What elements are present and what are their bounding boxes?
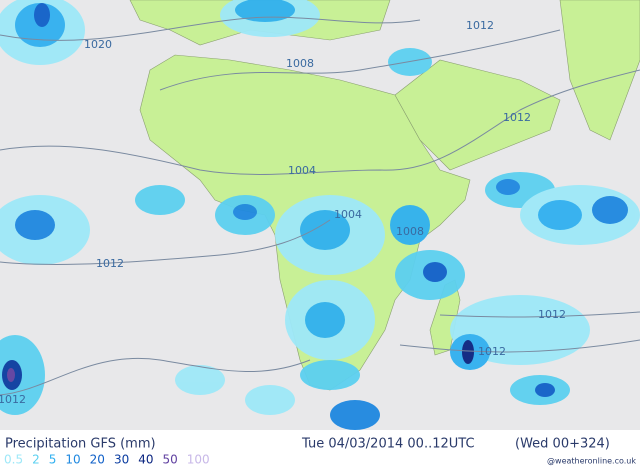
isobar-label: 1004	[334, 208, 362, 221]
isobar-label: 1012	[466, 19, 494, 32]
legend-label: 20	[90, 453, 105, 467]
legend-label: 50	[163, 453, 178, 467]
legend-label: 30	[114, 453, 129, 467]
isobar-label: 1004	[288, 164, 316, 177]
precipitation	[0, 0, 640, 430]
isobar-label: 1020	[84, 38, 112, 51]
footer	[0, 430, 640, 469]
isobar-label: 1012	[0, 393, 26, 406]
isobar-label: 1012	[503, 111, 531, 124]
isobars	[0, 16, 640, 396]
isobar-labels: 1020 1008 1012 1012 1004 1004 1008 1012 1012 1012…	[0, 19, 566, 406]
legend-label: 40	[138, 453, 153, 467]
credit: @weatheronline.co.uk	[547, 457, 636, 466]
legend: 0.5 2 5 10 20 30 40 50 100	[4, 453, 210, 467]
forecast-step: (Wed 00+324)	[515, 437, 610, 452]
isobar-label: 1012	[478, 345, 506, 358]
legend-label: 5	[49, 453, 57, 467]
legend-label: 10	[65, 453, 80, 467]
map-title: Precipitation GFS (mm)	[5, 437, 156, 452]
map: 1020 1008 1012 1012 1004 1004 1008 1012 1012 1012…	[0, 0, 640, 430]
isobar-label: 1008	[286, 57, 314, 70]
arabia	[394, 59, 561, 171]
isobar-label: 1012	[538, 308, 566, 321]
india	[559, 0, 640, 141]
legend-label: 2	[32, 453, 40, 467]
valid-time: Tue 04/03/2014 00..12UTC	[301, 437, 475, 452]
legend-label: 100	[187, 453, 210, 467]
isobar-label: 1008	[396, 225, 424, 238]
isobar-label: 1012	[96, 257, 124, 270]
legend-label: 0.5	[4, 453, 23, 467]
